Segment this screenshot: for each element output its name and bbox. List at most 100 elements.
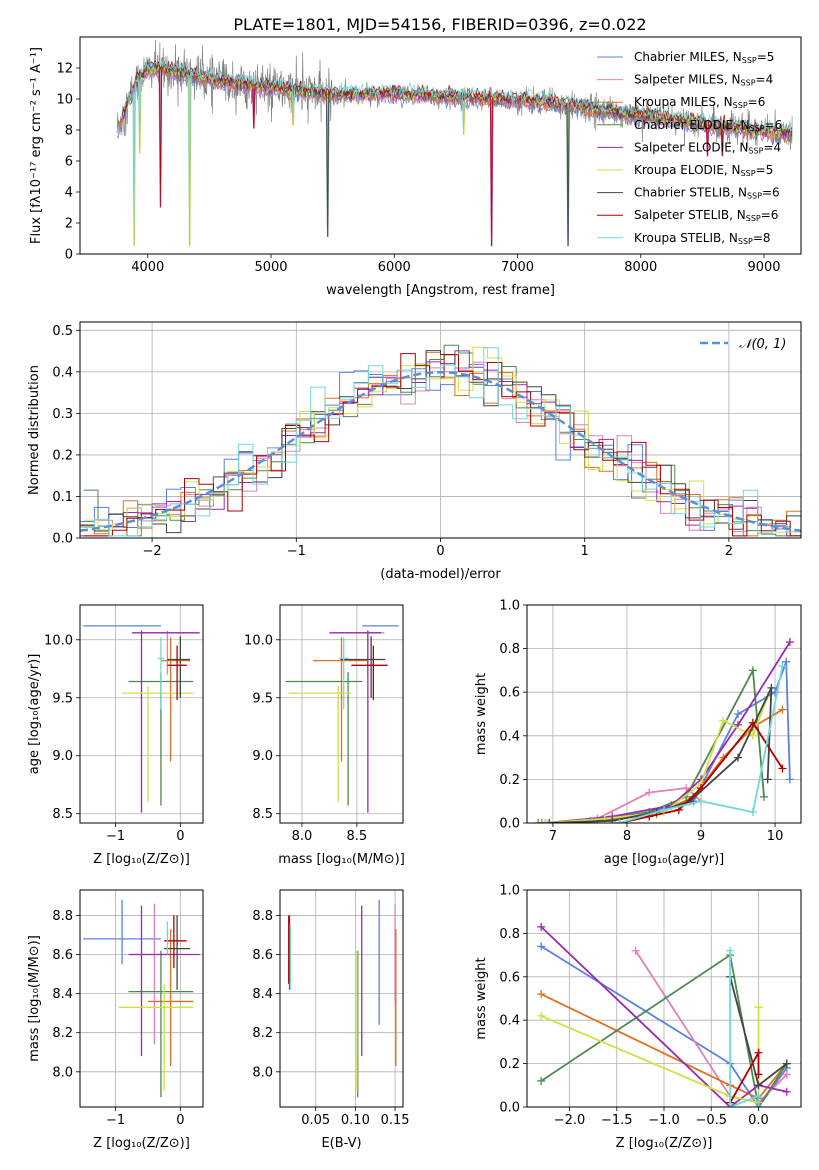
errorbar-point [157, 637, 165, 710]
legend: Chabrier MILES, NSSP=5 Salpeter MILES, NS… [597, 50, 782, 246]
legend-label: Kroupa STELIB, NSSP=8 [634, 231, 771, 246]
plot-area [83, 625, 200, 813]
chart-residuals: −2 −1 0 1 2 0.0 0.1 0.2 0.3 0.4 0.5 (data-model)/er… [27, 321, 802, 582]
x-tick-label: 0.05 [301, 1113, 330, 1128]
data-marker [534, 819, 543, 823]
x-tick-label: −2.0 [554, 1113, 586, 1128]
plot-area [285, 625, 399, 813]
y-axis-label: Flux [fλ10⁻¹⁷ erg cm⁻² s⁻¹ A⁻¹] [29, 47, 44, 244]
errorbar-point [339, 637, 349, 710]
plot-area [80, 344, 801, 537]
data-marker [748, 718, 757, 727]
y-tick-label: 0.4 [499, 729, 520, 744]
y-tick-label: 12 [56, 62, 73, 77]
errorbar-point [147, 929, 194, 1066]
data-marker [754, 1092, 763, 1101]
errorbar-point [288, 686, 352, 803]
residual-histogram [83, 346, 801, 537]
y-tick-label: 9.0 [52, 749, 73, 764]
data-marker [726, 946, 735, 955]
legend-label: Kroupa MILES, NSSP=6 [634, 95, 765, 110]
axes-frame [79, 604, 204, 824]
y-tick-label: 8.8 [252, 909, 273, 924]
y-axis-label: mass [log₁₀(M/M⊙)] [27, 935, 42, 1062]
y-tick-label: 0.1 [52, 490, 73, 505]
x-axis-label: E(B-V) [321, 1136, 361, 1151]
data-marker [785, 638, 794, 647]
x-tick-label: 8.5 [347, 829, 368, 844]
data-marker [748, 808, 757, 817]
chart-age-vs-Z: −1 0 8.5 9.0 9.5 10.0 Z [log₁₀(Z/Z⊙)] age [log₁… [27, 604, 204, 867]
x-tick-label: 9 [697, 829, 705, 844]
x-tick-label: −1 [106, 1113, 125, 1128]
mass-weight-series [545, 641, 791, 823]
x-tick-label: 10 [767, 829, 784, 844]
grid-lines [280, 890, 403, 1107]
legend-label: Salpeter STELIB, NSSP=6 [634, 208, 778, 223]
x-axis-label: Z [log₁₀(Z/Z⊙)] [93, 852, 190, 867]
data-marker [537, 942, 546, 951]
y-tick-label: 8.5 [52, 807, 73, 822]
y-axis-label: mass weight [474, 957, 489, 1039]
axes-frame [79, 889, 204, 1108]
data-marker [697, 797, 706, 806]
data-marker [754, 1048, 763, 1057]
data-marker [645, 788, 654, 797]
y-tick-label: 8.2 [52, 1026, 73, 1041]
y-tick-label: 0.4 [499, 1014, 520, 1029]
data-marker [748, 731, 757, 740]
data-marker [767, 683, 776, 692]
data-marker [785, 775, 794, 784]
legend-label: Salpeter MILES, NSSP=4 [634, 73, 773, 88]
x-tick-label: −1 [287, 544, 306, 559]
errorbar-point [164, 915, 191, 990]
residual-histogram [80, 347, 801, 537]
y-tick-label: 8 [65, 124, 73, 139]
x-tick-label: 2 [725, 544, 733, 559]
x-tick-label: −1.0 [648, 1113, 680, 1128]
axes-frame [79, 36, 802, 255]
data-marker [631, 946, 640, 955]
x-tick-label: 0.10 [341, 1113, 370, 1128]
x-tick-label: −1.5 [601, 1113, 633, 1128]
legend-label: Salpeter ELODIE, NSSP=4 [634, 140, 781, 155]
axes: −2.0 −1.5 −1.0 −0.5 0.0 0.0 0.2 0.4 0.6 0.8 1.0 Z [… [474, 884, 802, 1151]
y-tick-label: 8.0 [252, 1065, 273, 1080]
plot-area [116, 39, 793, 247]
y-tick-label: 8.8 [52, 909, 73, 924]
errorbar-point [122, 686, 194, 803]
y-tick-label: 9.0 [252, 749, 273, 764]
chart-massweight-vs-age: 7 8 9 10 0.0 0.2 0.4 0.6 0.8 1.0 age [log₁₀(age/yr… [474, 599, 802, 867]
data-marker [541, 819, 550, 823]
x-tick-label: 0.0 [748, 1113, 769, 1128]
data-marker [608, 816, 617, 823]
residual-histogram [83, 353, 801, 537]
residual-histogram [80, 351, 801, 537]
data-marker [763, 775, 772, 784]
data-marker [782, 1087, 791, 1096]
x-tick-label: 7000 [501, 260, 534, 275]
data-marker [682, 784, 691, 793]
errorbar-point [128, 905, 200, 1057]
plot-area [83, 899, 200, 1098]
chart-spectrum: 4000 5000 6000 7000 8000 9000 0 2 4 6 8 10 12 wavelen… [29, 36, 802, 298]
y-tick-label: 0.2 [499, 773, 520, 788]
chart-massweight-vs-Z: −2.0 −1.5 −1.0 −0.5 0.0 0.0 0.2 0.4 0.6 0.8 1.0 Z [… [474, 884, 802, 1151]
y-axis-label: age [log₁₀(age/yr)] [27, 654, 42, 775]
x-tick-label: −2 [143, 544, 162, 559]
errorbar-point [167, 636, 191, 698]
y-tick-label: 8.0 [52, 1065, 73, 1080]
plot-area [537, 922, 791, 1107]
x-tick-label: 0.15 [381, 1113, 410, 1128]
x-tick-label: 5000 [254, 260, 287, 275]
data-marker [778, 662, 787, 671]
axes: −1 0 8.5 9.0 9.5 10.0 Z [log₁₀(Z/Z⊙)] age [log₁… [27, 604, 204, 867]
axes: 0.05 0.10 0.15 8.0 8.2 8.4 8.6 8.8 E(B-V) [252, 889, 410, 1151]
data-marker [759, 792, 768, 801]
x-axis-label: wavelength [Angstrom, rest frame] [326, 283, 555, 298]
x-axis-label: age [log₁₀(age/yr)] [604, 852, 725, 867]
data-marker [537, 819, 546, 823]
x-tick-label: 8.0 [292, 829, 313, 844]
errorbar-point [167, 645, 187, 701]
axes: 8.0 8.5 8.5 9.0 9.5 10.0 mass [log₁₀(M/M⊙)] [244, 604, 405, 867]
